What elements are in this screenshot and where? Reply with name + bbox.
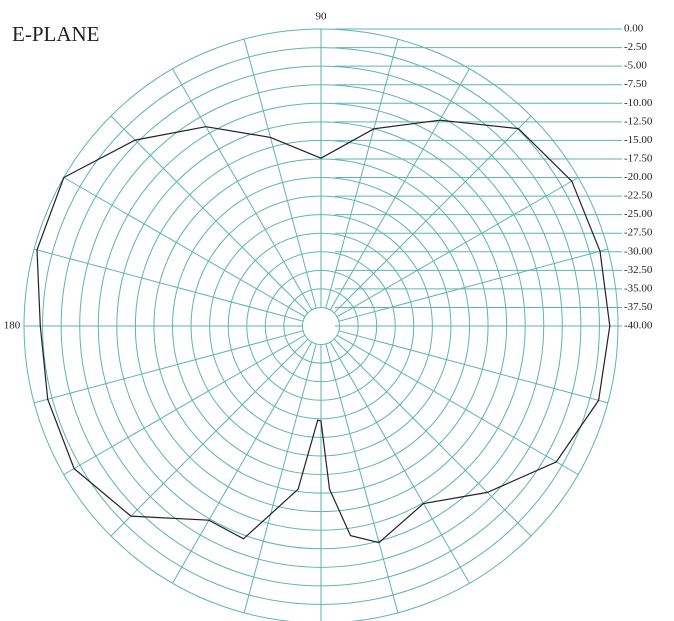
- r-tick-label: 0.00: [624, 23, 644, 35]
- grid-spoke: [110, 338, 309, 537]
- grid-spoke: [172, 68, 313, 311]
- angle-label: 180: [4, 320, 21, 332]
- r-tick-label: -25.00: [624, 208, 653, 220]
- grid-spoke: [33, 248, 304, 322]
- r-tick-label: -10.00: [624, 97, 653, 109]
- r-tick-label: -2.50: [624, 41, 647, 53]
- grid-spoke: [325, 343, 399, 614]
- grid-spoke: [172, 341, 313, 584]
- r-tick-label: -35.00: [624, 282, 653, 294]
- r-tick-label: -17.50: [624, 152, 653, 164]
- grid-ring: [301, 306, 341, 346]
- r-tick-label: -20.00: [624, 171, 653, 183]
- grid-spoke: [63, 177, 306, 318]
- grid-spoke: [336, 177, 579, 318]
- angle-label: 90: [316, 11, 328, 23]
- grid-spoke: [333, 115, 532, 314]
- grid-spoke: [33, 330, 304, 404]
- grid-spoke: [338, 248, 609, 322]
- grid-spoke: [333, 338, 532, 537]
- r-tick-label: -37.50: [624, 301, 653, 313]
- grid-spoke: [329, 341, 470, 584]
- grid-spoke: [110, 115, 309, 314]
- r-tick-label: -5.00: [624, 60, 647, 72]
- r-tick-label: -12.50: [624, 115, 653, 127]
- grid-spoke: [243, 343, 317, 614]
- grid-spoke: [63, 334, 306, 475]
- r-tick-label: -30.00: [624, 245, 653, 257]
- r-tick-label: -27.50: [624, 227, 653, 239]
- r-tick-label: -40.00: [624, 320, 653, 332]
- grid-spoke: [243, 38, 317, 309]
- pattern-curve: [36, 119, 611, 544]
- grid-spoke: [338, 330, 609, 404]
- r-tick-label: -32.50: [624, 264, 653, 276]
- grid-spoke: [325, 38, 399, 309]
- grid-spoke: [329, 68, 470, 311]
- r-tick-label: -15.00: [624, 134, 653, 146]
- grid-spoke: [336, 334, 579, 475]
- r-tick-label: -7.50: [624, 78, 647, 90]
- r-tick-label: -22.50: [624, 190, 653, 202]
- chart-title: E-PLANE: [12, 22, 100, 46]
